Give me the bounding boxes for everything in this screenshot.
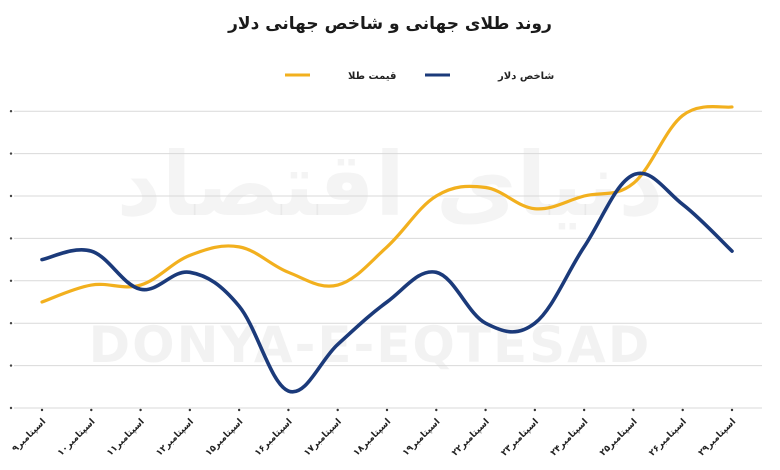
data-point: [533, 207, 536, 210]
data-point: [336, 283, 339, 286]
y-tick-mark: [9, 406, 13, 410]
y-tick-mark: [9, 237, 13, 240]
x-tick-mark: [188, 408, 192, 412]
x-tick-mark: [40, 408, 44, 412]
data-point: [238, 245, 241, 248]
x-tick-label: ۲۹اسپتامبر: [697, 417, 738, 458]
x-tick-label: ۲۳اسپتامبر: [500, 417, 541, 458]
data-point: [238, 305, 241, 308]
x-tick-label: ۹اسپتامبر: [11, 417, 48, 454]
watermark: دنیای اقتصاد DONYA-E-EQTESAD: [89, 133, 664, 374]
legend: قیمت طلا شاخص دلار: [285, 71, 554, 82]
data-point: [435, 194, 438, 197]
data-point: [385, 300, 388, 303]
x-tick-label: ۱۰اسپتامبر: [56, 417, 97, 458]
data-point: [435, 271, 438, 274]
y-tick-mark: [9, 194, 13, 198]
data-point: [681, 203, 684, 206]
legend-label-1: قیمت طلا: [348, 71, 396, 82]
x-tick-label: ۱۸اسپتامبر: [352, 417, 393, 458]
y-tick-mark: [9, 279, 13, 282]
data-point: [730, 250, 733, 253]
data-point: [484, 186, 487, 189]
series-line-2: [40, 171, 734, 394]
x-tick-mark: [681, 408, 684, 412]
x-tick-mark: [484, 408, 487, 412]
data-point: [188, 254, 191, 257]
y-tick-mark: [9, 322, 13, 325]
data-point: [287, 271, 290, 274]
x-tick-mark: [139, 408, 142, 412]
legend-label-2: شاخص دلار: [497, 71, 554, 82]
x-axis-ticks: ۹اسپتامبر۱۰اسپتامبر۱۱اسپتامبر۱۲اسپتامبر۱…: [11, 408, 738, 458]
y-tick-mark: [9, 110, 13, 113]
x-tick-label: ۱۶اسپتامبر: [253, 417, 294, 458]
data-point: [40, 300, 43, 303]
x-tick-mark: [632, 408, 635, 412]
x-tick-mark: [237, 408, 241, 412]
x-tick-label: ۲۶اسپتامبر: [647, 417, 688, 458]
x-tick-label: ۱۷اسپتامبر: [302, 417, 343, 458]
x-tick-label: ۱۹اسپتامبر: [401, 417, 442, 458]
x-tick-label: ۱۱اسپتامبر: [105, 417, 146, 458]
data-point: [139, 283, 142, 286]
watermark-persian: دنیای اقتصاد: [116, 133, 663, 236]
data-point: [139, 288, 142, 291]
y-tick-mark: [9, 152, 13, 155]
data-point: [90, 283, 93, 286]
data-point: [583, 245, 586, 248]
x-tick-label: ۲۲اسپتامبر: [450, 417, 491, 458]
x-tick-mark: [336, 408, 339, 412]
x-tick-mark: [287, 408, 290, 412]
data-point: [730, 105, 733, 108]
data-point: [484, 322, 487, 325]
grid: [9, 110, 762, 410]
watermark-latin: DONYA-E-EQTESAD: [89, 316, 652, 374]
series-layer: [40, 105, 734, 394]
data-point: [188, 271, 191, 274]
x-tick-mark: [435, 408, 438, 412]
data-point: [533, 322, 536, 325]
series-line-1: [40, 105, 734, 304]
data-point: [632, 173, 635, 176]
x-tick-mark: [533, 408, 537, 412]
chart-title: روند طلای جهانی و شاخص جهانی دلار: [228, 14, 552, 34]
x-tick-label: ۱۵اسپتامبر: [204, 417, 245, 458]
data-point: [583, 194, 586, 197]
data-point: [632, 182, 635, 185]
data-point: [90, 250, 93, 253]
x-tick-mark: [385, 408, 389, 412]
data-point: [287, 389, 290, 392]
data-point: [385, 245, 388, 248]
x-tick-mark: [730, 408, 734, 412]
x-tick-label: ۱۲اسپتامبر: [155, 417, 196, 458]
x-tick-mark: [90, 408, 93, 412]
y-tick-mark: [9, 364, 13, 367]
data-point: [40, 258, 43, 261]
x-tick-label: ۲۵اسپتامبر: [598, 417, 639, 458]
data-point: [681, 114, 684, 117]
data-point: [336, 343, 339, 346]
x-tick-label: ۲۴اسپتامبر: [549, 417, 590, 458]
x-tick-mark: [582, 408, 586, 412]
